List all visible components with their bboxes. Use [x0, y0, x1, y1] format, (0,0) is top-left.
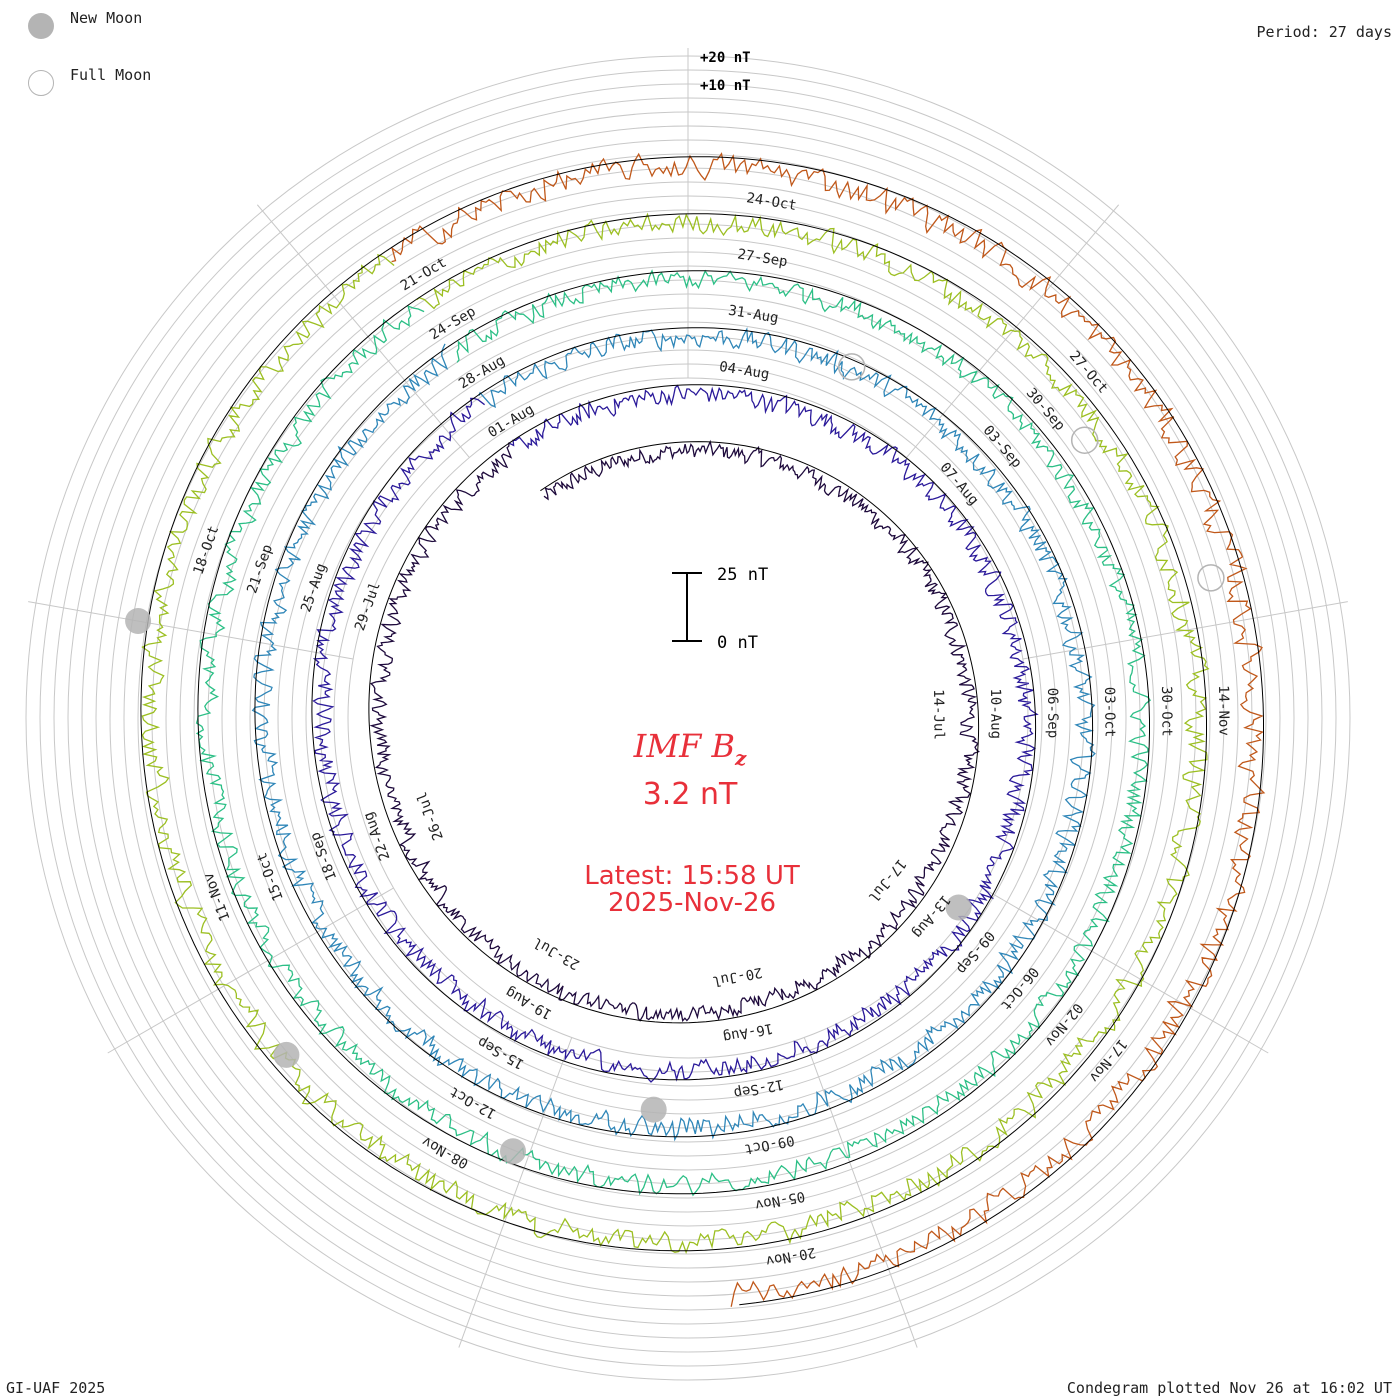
date-label: 31-Aug [727, 303, 779, 327]
zero-reference-rotation-4 [197, 270, 1150, 1195]
date-label: 30-Sep [1023, 385, 1068, 434]
date-label: 29-Jul [352, 580, 384, 633]
grid-spoke [458, 1037, 573, 1348]
date-label: 25-Aug [298, 561, 330, 614]
period-label: Period: 27 days [1256, 23, 1392, 41]
zero-reference-rotation-5 [140, 213, 1207, 1252]
date-label: 21-Sep [244, 542, 276, 595]
series-line-rotation-2 [312, 384, 1039, 1083]
series-line-rotation-3 [251, 327, 1096, 1142]
series-line-rotation-5 [141, 212, 1210, 1255]
date-label: 08-Nov [419, 1133, 471, 1172]
center-title: IMF Bz [633, 727, 747, 770]
date-label: 14-Nov [1215, 685, 1232, 736]
latest-date: 2025-Nov-26 [608, 888, 776, 918]
grid-circle [235, 265, 1141, 1171]
series-line-rotation-6 [391, 152, 1266, 1307]
date-label: 17-Nov [1086, 1036, 1130, 1085]
full-moon-icon [28, 70, 54, 96]
grid-circle [263, 293, 1113, 1143]
date-label: 26-Jul [414, 789, 447, 842]
date-label: 14-Jul [930, 689, 947, 740]
grid-circle [291, 321, 1085, 1115]
grid-spoke [803, 1037, 918, 1348]
grid-spoke [107, 887, 394, 1054]
scale-bar: 25 nT 0 nT [672, 565, 768, 653]
legend-new-moon: New Moon [28, 9, 142, 39]
center-title-main: IMF B [633, 727, 735, 765]
zero-reference-rotation-2 [311, 384, 1037, 1081]
center-value: 3.2 nT [643, 777, 738, 812]
scale-bar-bottom-label: 0 nT [717, 633, 758, 653]
grid-spoke [28, 601, 354, 660]
date-label: 15-Sep [475, 1033, 527, 1072]
date-label: 23-Jul [531, 934, 583, 973]
grid-circle [347, 377, 1029, 1059]
date-label: 27-Sep [736, 246, 788, 270]
ring-scale-label-20: +20 nT [700, 50, 751, 66]
grid-spoke [982, 887, 1269, 1054]
full-moon-marker [1197, 564, 1225, 592]
date-label: 24-Oct [745, 190, 797, 214]
date-label: 10-Aug [987, 688, 1004, 739]
new-moon-marker [640, 1096, 667, 1123]
full-moon-marker [837, 353, 866, 381]
series-line-rotation-1 [369, 439, 980, 1023]
center-readout: IMF Bz 3.2 nT Latest: 15:58 UT 2025-Nov-… [584, 727, 800, 918]
latest-time: Latest: 15:58 UT [584, 861, 800, 891]
polar-grid [25, 48, 1351, 1381]
date-label: 09-Oct [743, 1132, 796, 1157]
date-label: 22-Aug [361, 810, 394, 863]
grid-spoke [256, 204, 470, 458]
scale-bar-top-label: 25 nT [717, 565, 768, 585]
date-label: 20-Jul [711, 964, 764, 989]
center-title-sub: z [734, 746, 747, 770]
ring-scale-label-10: +10 nT [700, 78, 751, 94]
date-label: 04-Aug [718, 359, 770, 383]
full-moon-marker [1070, 426, 1099, 454]
date-label: 21-Oct [398, 255, 450, 295]
zero-reference-rotation-6 [384, 156, 1264, 1306]
footer-credit: GI-UAF 2025 [6, 1379, 106, 1397]
date-label: 06-Sep [1044, 688, 1061, 739]
new-moon-icon [28, 13, 54, 39]
date-label: 17-Jul [865, 856, 909, 905]
date-label: 27-Oct [1066, 348, 1111, 397]
date-label: 06-Oct [997, 964, 1041, 1013]
data-series-group [140, 152, 1266, 1307]
legend-full-moon: Full Moon [28, 66, 151, 96]
new-moon-marker [273, 1041, 300, 1068]
footer-plot-time: Condegram plotted Nov 26 at 16:02 UT [1066, 1379, 1392, 1397]
new-moon-marker [945, 894, 972, 921]
date-label: 30-Oct [1158, 686, 1175, 737]
date-label: 05-Nov [754, 1188, 807, 1213]
zero-reference-rotation-3 [254, 327, 1094, 1138]
date-label: 03-Oct [1101, 687, 1118, 738]
new-moon-marker [125, 608, 152, 634]
date-label: 01-Aug [485, 402, 537, 442]
new-moon-marker [500, 1138, 526, 1165]
moon-phase-markers [125, 353, 1225, 1165]
zero-reference-rotation-1 [368, 441, 980, 1024]
legend-new-moon-label: New Moon [70, 9, 143, 27]
legend-full-moon-label: Full Moon [70, 66, 152, 84]
grid-circle [221, 251, 1155, 1185]
date-label: 16-Aug [722, 1020, 775, 1045]
